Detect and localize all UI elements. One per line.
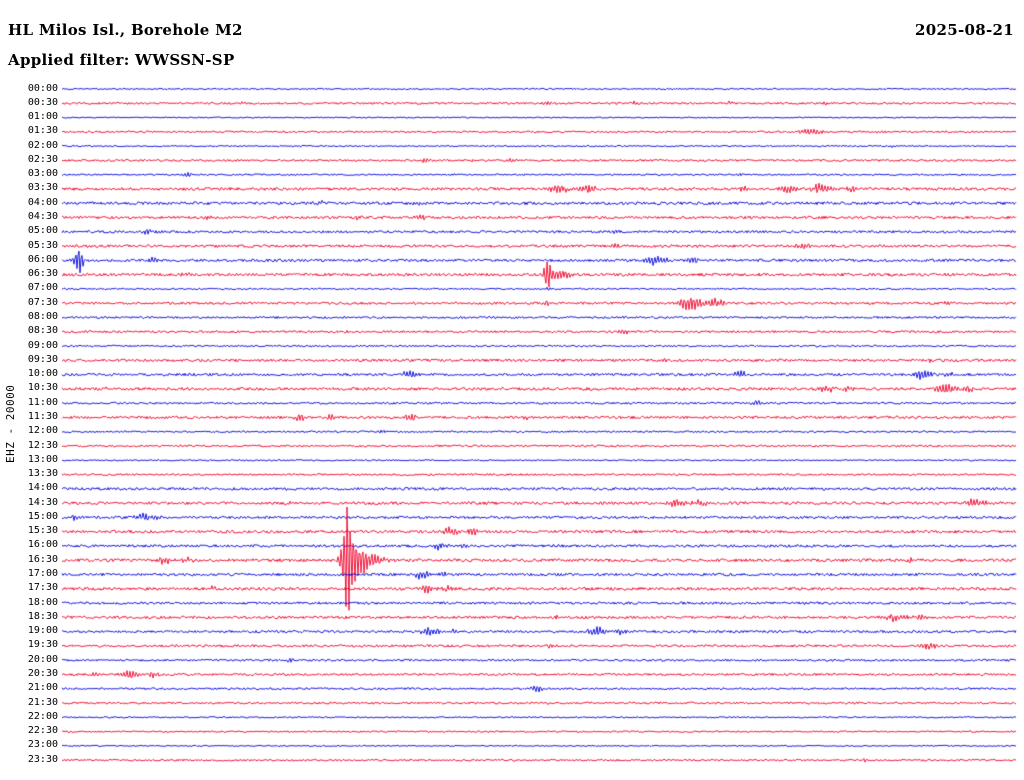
time-label: 13:00 [27, 453, 58, 465]
time-label: 23:30 [27, 753, 58, 765]
time-label: 04:00 [27, 196, 58, 208]
time-label: 19:30 [27, 639, 58, 651]
time-label: 15:00 [27, 510, 58, 522]
time-label: 06:30 [27, 268, 58, 280]
time-label: 19:00 [27, 625, 58, 637]
time-label: 12:30 [27, 439, 58, 451]
time-label: 17:00 [27, 568, 58, 580]
time-label: 03:00 [27, 168, 58, 180]
time-label: 10:00 [27, 368, 58, 380]
time-label: 10:30 [27, 382, 58, 394]
time-label: 00:30 [27, 96, 58, 108]
time-label: 08:30 [27, 325, 58, 337]
time-label: 01:30 [27, 125, 58, 137]
time-label: 21:30 [27, 696, 58, 708]
time-label: 23:00 [27, 739, 58, 751]
time-label: 05:00 [27, 225, 58, 237]
time-label: 02:30 [27, 153, 58, 165]
time-label: 03:30 [27, 182, 58, 194]
time-label: 22:30 [27, 725, 58, 737]
time-label: 12:00 [27, 425, 58, 437]
time-label: 11:30 [27, 410, 58, 422]
time-label: 09:00 [27, 339, 58, 351]
time-label: 08:00 [27, 310, 58, 322]
time-label: 16:00 [27, 539, 58, 551]
time-label: 16:30 [27, 553, 58, 565]
time-label: 07:30 [27, 296, 58, 308]
time-label: 14:30 [27, 496, 58, 508]
time-label: 07:00 [27, 282, 58, 294]
time-label: 20:30 [27, 667, 58, 679]
time-label: 02:00 [27, 139, 58, 151]
time-label: 17:30 [27, 582, 58, 594]
time-label: 01:00 [27, 111, 58, 123]
time-label: 21:00 [27, 682, 58, 694]
time-label: 06:00 [27, 253, 58, 265]
time-label: 22:00 [27, 710, 58, 722]
time-label: 05:30 [27, 239, 58, 251]
time-label: 18:30 [27, 610, 58, 622]
time-label: 14:00 [27, 482, 58, 494]
time-label: 04:30 [27, 211, 58, 223]
time-label: 11:00 [27, 396, 58, 408]
time-label: 15:30 [27, 525, 58, 537]
time-label: 09:30 [27, 353, 58, 365]
time-label: 00:00 [27, 82, 58, 94]
time-label: 20:00 [27, 653, 58, 665]
time-label: 13:30 [27, 468, 58, 480]
time-label: 18:00 [27, 596, 58, 608]
